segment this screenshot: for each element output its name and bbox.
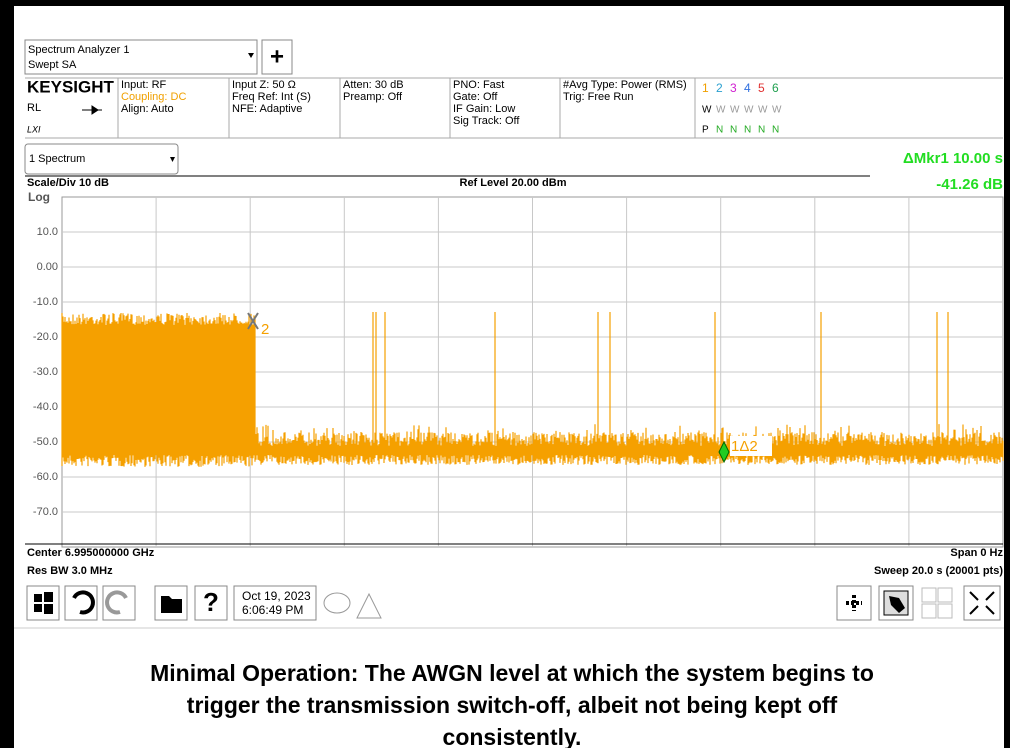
ref-level: Ref Level 20.00 dBm [460,177,567,189]
y-tick-label: -60.0 [33,471,58,483]
info-text: Coupling: DC [121,91,186,103]
log-label: Log [28,190,50,204]
trace-detector: N [716,125,723,136]
input-icon [82,105,102,115]
triangle-icon[interactable] [356,592,382,619]
toolbar: ? Oct 19, 2023 6:06:49 PM [26,585,1001,621]
marker-1-label: 1Δ2 [731,438,758,455]
trace [61,312,1004,467]
panel-name: 1 Spectrum [29,153,85,165]
center-freq: Center 6.995000000 GHz [27,547,155,559]
y-tick-label: -70.0 [33,506,58,518]
redo-icon [105,590,128,615]
trace-type: W [730,105,740,116]
info-text: Align: Auto [121,103,174,115]
windows-icon [34,592,53,614]
dropdown-arrow [248,53,254,58]
marker-2-label: 2 [261,321,269,338]
hand-icon [889,596,905,613]
dropdown-arrow [170,157,175,162]
trace-type: W [716,105,726,116]
marker-label: ΔMkr1 10.00 s [903,150,1003,167]
y-tick-label: 10.0 [37,226,58,238]
span: Span 0 Hz [950,547,1003,559]
clock [233,585,317,621]
trace-detector: N [758,125,765,136]
info-text: Input Z: 50 Ω [232,79,296,91]
undo-icon [72,590,95,615]
info-text: Trig: Free Run [563,91,634,103]
window-icon[interactable] [921,587,953,619]
help-button[interactable] [194,585,228,621]
trace-type: W [772,105,782,116]
rl-label: RL [27,102,41,114]
add-button[interactable] [261,39,293,75]
trace-number: 5 [758,81,765,95]
y-tick-label: -40.0 [33,401,58,413]
trace-number: 2 [716,81,723,95]
date: Oct 19, 2023 [242,589,311,603]
layout-icon [846,595,862,611]
info-text: NFE: Adaptive [232,103,302,115]
info-text: #Avg Type: Power (RMS) [563,79,687,91]
y-tick-label: -20.0 [33,331,58,343]
info-text: IF Gain: Low [453,103,515,115]
trace-number: 6 [772,81,779,95]
trace-number: 4 [744,81,751,95]
info-text: Freq Ref: Int (S) [232,91,311,103]
trace-type: W [702,105,712,116]
marker-1 [718,440,730,464]
folder-icon [161,596,182,613]
scale-label: Scale/Div 10 dB [27,177,109,189]
trace-detector: N [744,125,751,136]
res-bw: Res BW 3.0 MHz [27,565,113,577]
trace-number: 3 [730,81,737,95]
caption-line: trigger the transmission switch-off, alb… [187,692,838,718]
y-tick-label: -10.0 [33,296,58,308]
trace-detector: P [702,125,709,136]
time: 6:06:49 PM [242,603,303,617]
marker-2 [247,312,259,330]
trace-type: W [758,105,768,116]
brand: KEYSIGHT [27,77,115,96]
trace-detector: N [730,125,737,136]
trace-detector: N [772,125,779,136]
caption-line: Minimal Operation: The AWGN level at whi… [150,660,874,686]
marker-value: -41.26 dB [936,176,1003,193]
y-tick-label: -50.0 [33,436,58,448]
info-text: PNO: Fast [453,79,504,91]
header-title: Spectrum Analyzer 1 [28,44,130,56]
mode-selector[interactable] [24,39,258,75]
trace-type: W [744,105,754,116]
y-tick-label: 0.00 [37,261,58,273]
info-dividers [25,77,1003,139]
sweep: Sweep 20.0 s (20001 pts) [874,565,1003,577]
panel-selector[interactable] [24,143,179,175]
info-text: Preamp: Off [343,91,403,103]
zoom-button[interactable] [963,585,1001,621]
info-text: Gate: Off [453,91,498,103]
trace-number: 1 [702,81,709,95]
info-text: Sig Track: Off [453,115,520,127]
caption-line: consistently. [443,724,582,748]
windows-button[interactable] [26,585,60,621]
info-text: Atten: 30 dB [343,79,404,91]
comment-icon[interactable] [323,592,351,614]
zoom-icon [969,591,995,615]
lxi-label: LXI [27,124,41,134]
y-tick-label: -30.0 [33,366,58,378]
info-text: Input: RF [121,79,167,91]
help-icon: ? [203,587,219,617]
marker-1-bg [730,436,772,456]
header-mode: Swept SA [28,59,77,71]
add-icon: + [270,43,284,70]
